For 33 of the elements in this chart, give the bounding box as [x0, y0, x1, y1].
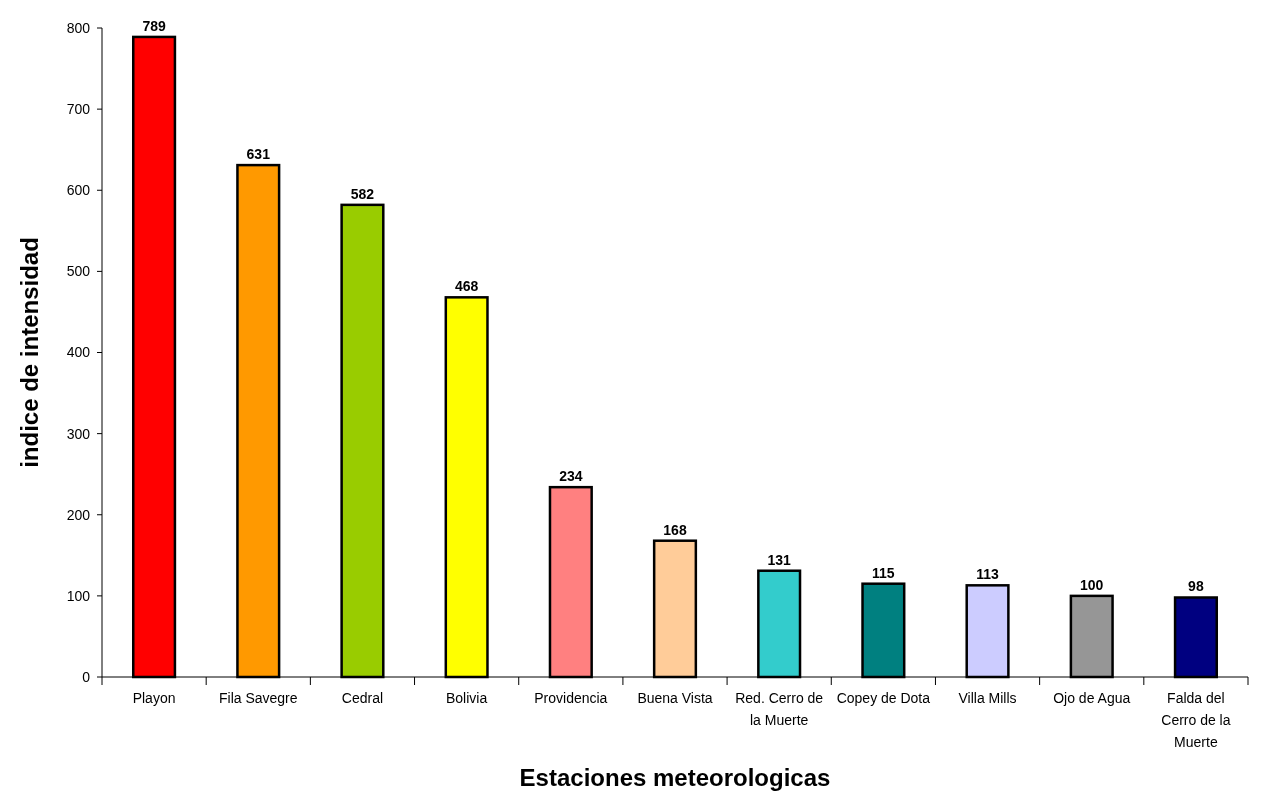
x-axis-title: Estaciones meteorologicas: [519, 764, 831, 791]
y-tick-label: 0: [82, 668, 91, 685]
x-tick-label: Villa Mills: [958, 690, 1017, 706]
y-tick-label: 500: [66, 263, 91, 280]
data-label: 468: [454, 278, 479, 295]
data-label: 131: [767, 551, 792, 568]
data-label: 100: [1080, 576, 1104, 593]
x-tick-label: Copey de Dota: [836, 690, 931, 706]
data-label: 234: [559, 468, 583, 485]
data-label: 168: [663, 521, 687, 538]
data-label: 582: [350, 185, 375, 202]
x-tick-label: Providencia: [534, 690, 608, 706]
data-label: 789: [142, 17, 166, 34]
x-tick-label: Ojo de Agua: [1053, 690, 1131, 706]
y-tick-label: 200: [66, 506, 91, 523]
x-tick-label: Falda del Cerro de la Muerte: [1161, 690, 1231, 750]
data-label: 631: [246, 146, 271, 163]
x-tick-label: Bolivia: [446, 690, 488, 706]
x-tick-label: Red. Cerro de la Muerte: [735, 690, 824, 728]
y-tick-label: 400: [66, 344, 91, 361]
y-axis-title: indice de intensidad: [16, 237, 43, 468]
x-tick-label: Playon: [132, 690, 176, 706]
x-tick-label: Buena Vista: [637, 690, 713, 706]
x-tick-label: Fila Savegre: [218, 690, 298, 706]
y-tick-label: 300: [66, 425, 91, 442]
data-label: 115: [872, 564, 895, 581]
y-tick-label: 600: [66, 182, 91, 199]
y-tick-label: 700: [66, 101, 91, 118]
y-tick-label: 100: [66, 587, 91, 604]
y-tick-label: 800: [66, 19, 91, 36]
data-label: 98: [1188, 578, 1204, 595]
data-label: 113: [976, 566, 1000, 583]
x-tick-label: Cedral: [341, 690, 384, 706]
